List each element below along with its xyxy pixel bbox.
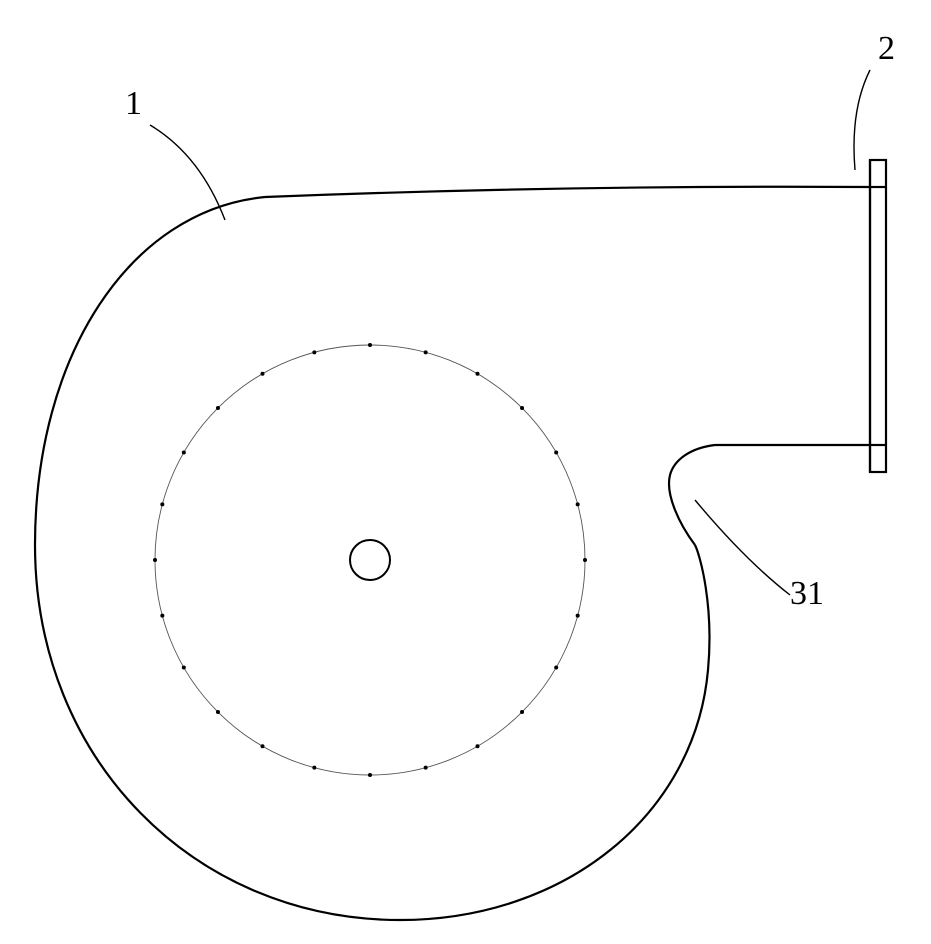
diagram-svg [0,0,931,939]
leader-31 [695,500,790,595]
volute-tongue [669,445,870,545]
inlet-dot [368,343,372,347]
leader-2 [854,70,870,170]
outlet-flange [870,160,886,472]
outlet-top-line [265,187,870,197]
inlet-dot [424,766,428,770]
inlet-dot [261,372,265,376]
volute-casing [35,187,870,920]
inlet-dot [216,406,220,410]
inlet-dot [476,744,480,748]
label-1: 1 [125,85,142,123]
inlet-dot [424,350,428,354]
inlet-dot [368,773,372,777]
inlet-dot [182,666,186,670]
inlet-dot [312,766,316,770]
label-2: 2 [878,30,895,68]
volute-spiral [35,197,709,920]
inlet-dot [153,558,157,562]
inlet-dot [554,666,558,670]
leader-1 [150,125,225,220]
inlet-dot [312,350,316,354]
inlet-dot [554,451,558,455]
fan-volute-diagram: 1 2 31 [0,0,931,939]
inlet-dot [216,710,220,714]
inlet-dot [576,502,580,506]
inlet-dot [583,558,587,562]
inlet-dot [182,451,186,455]
center-circle [350,540,390,580]
flange-plate [870,160,886,472]
inlet-circle-group [153,343,587,777]
inlet-dot [520,406,524,410]
inlet-dot [520,710,524,714]
inlet-circle-dots [153,343,587,777]
leader-lines [150,70,870,595]
label-31: 31 [790,575,824,613]
inlet-dot [261,744,265,748]
inlet-dot [160,614,164,618]
inlet-dot [576,614,580,618]
inlet-circle [155,345,585,775]
inlet-dot [476,372,480,376]
inlet-dot [160,502,164,506]
